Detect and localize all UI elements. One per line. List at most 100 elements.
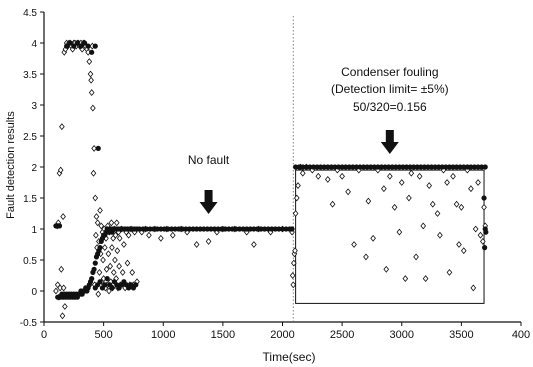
y-tick-label: 4.5 xyxy=(23,8,37,19)
data-point-dot xyxy=(421,164,428,170)
data-point-dot xyxy=(272,226,278,232)
data-point-dot xyxy=(389,164,395,170)
data-point-diamond xyxy=(289,272,296,279)
data-point-dot xyxy=(464,164,470,170)
data-point-dot xyxy=(190,226,196,232)
data-point-dot xyxy=(81,40,88,46)
data-point-diamond xyxy=(112,231,119,239)
data-point-diamond xyxy=(315,172,322,180)
data-point-diamond xyxy=(193,241,200,248)
data-point-diamond xyxy=(413,253,419,261)
data-point-dot xyxy=(479,164,485,170)
data-point-dot xyxy=(140,226,146,232)
y-tick-label: 0 xyxy=(31,287,37,298)
data-point-diamond xyxy=(107,262,114,270)
data-point-dot xyxy=(481,195,487,201)
data-point-dot xyxy=(265,226,271,232)
data-point-diamond xyxy=(472,225,479,233)
data-point-diamond xyxy=(299,169,306,177)
y-tick-label: 3.5 xyxy=(23,70,37,81)
data-point-dot xyxy=(97,279,103,285)
chart-points xyxy=(53,39,489,320)
data-point-dot xyxy=(414,164,420,170)
data-point-dot xyxy=(328,164,334,170)
data-point-diamond xyxy=(88,89,95,97)
data-point-dot xyxy=(321,164,327,170)
no-fault-arrow-head xyxy=(199,202,218,214)
data-point-dot xyxy=(396,164,402,170)
data-point-dot xyxy=(78,43,84,49)
data-point-diamond xyxy=(116,262,122,270)
data-point-dot xyxy=(276,226,282,232)
data-point-diamond xyxy=(86,58,93,66)
data-point-diamond xyxy=(324,175,331,183)
data-point-diamond xyxy=(124,259,131,267)
data-point-diamond xyxy=(458,203,465,211)
data-point-dot xyxy=(368,164,374,170)
y-tick-label: 2 xyxy=(31,163,37,174)
data-point-dot xyxy=(418,164,424,170)
data-point-dot xyxy=(215,226,221,232)
fouling-label-line: (Detection limit= ±5%) xyxy=(331,82,449,96)
data-point-dot xyxy=(428,164,435,170)
x-tick-label: 400 xyxy=(512,329,530,341)
data-point-diamond xyxy=(477,231,484,239)
data-point-diamond xyxy=(125,231,132,239)
data-point-dot xyxy=(378,164,385,170)
data-point-dot xyxy=(64,43,70,49)
data-point-diamond xyxy=(94,219,101,227)
data-point-diamond xyxy=(98,222,105,230)
data-point-diamond xyxy=(391,203,398,211)
data-point-diamond xyxy=(434,210,441,217)
data-point-diamond xyxy=(383,265,390,273)
y-tick-label: 3 xyxy=(31,101,37,112)
data-point-diamond xyxy=(420,222,427,230)
data-point-dot xyxy=(436,164,442,170)
data-point-diamond xyxy=(243,228,250,236)
data-point-dot xyxy=(357,164,363,170)
data-point-diamond xyxy=(460,247,467,255)
data-point-dot xyxy=(204,226,210,232)
data-point-dot xyxy=(303,164,309,170)
data-point-diamond xyxy=(470,284,477,292)
data-point-diamond xyxy=(398,179,405,186)
data-point-dot xyxy=(318,164,324,170)
data-point-dot xyxy=(269,226,275,232)
data-point-dot xyxy=(158,226,164,232)
data-point-diamond xyxy=(87,70,94,78)
data-point-dot xyxy=(97,245,103,251)
data-point-dot xyxy=(289,226,295,232)
fouling-region-box xyxy=(295,169,485,304)
data-point-diamond xyxy=(453,200,460,208)
data-point-diamond xyxy=(468,185,474,193)
data-point-dot xyxy=(71,43,77,49)
x-tick-label: 3000 xyxy=(390,329,414,341)
data-point-dot xyxy=(194,226,200,232)
data-point-dot xyxy=(335,164,342,170)
data-point-dot xyxy=(233,226,239,232)
data-point-dot xyxy=(229,226,236,232)
data-point-diamond xyxy=(396,228,403,236)
x-tick-label: 2500 xyxy=(330,329,354,341)
data-point-diamond xyxy=(103,265,110,273)
data-point-dot xyxy=(300,164,306,170)
data-point-diamond xyxy=(456,241,462,248)
data-point-diamond xyxy=(205,237,212,245)
y-tick-label: 1.5 xyxy=(23,194,37,205)
data-point-dot xyxy=(350,164,356,170)
data-point-diamond xyxy=(293,194,300,202)
data-point-dot xyxy=(353,164,360,170)
data-point-dot xyxy=(92,260,98,266)
data-point-diamond xyxy=(90,104,96,112)
data-point-diamond xyxy=(444,179,450,186)
fouling-arrow xyxy=(380,130,399,154)
data-point-dot xyxy=(201,226,207,232)
data-point-diamond xyxy=(114,247,121,255)
data-point-diamond xyxy=(381,185,387,193)
data-point-dot xyxy=(109,285,115,291)
data-point-dot xyxy=(457,164,463,170)
data-point-dot xyxy=(95,145,101,151)
fouling-arrow-shaft xyxy=(385,130,394,142)
data-point-dot xyxy=(56,223,63,229)
